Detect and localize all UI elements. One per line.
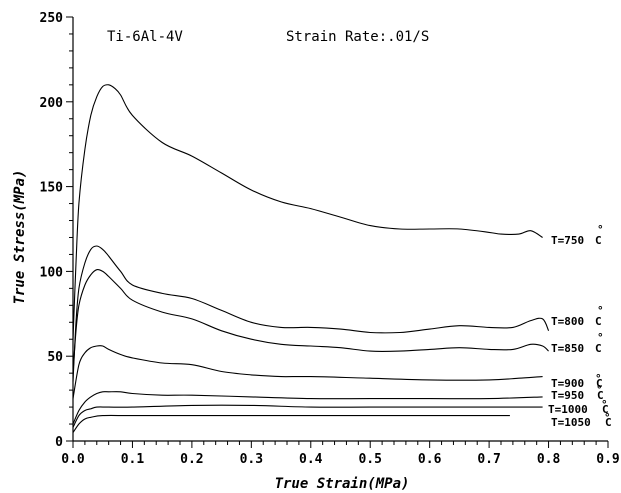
ticks: [66, 16, 609, 448]
series-line-3: [72, 269, 549, 374]
y-tick-label: 0: [55, 435, 63, 450]
y-tick-label: 150: [40, 181, 64, 196]
curve-labels: T=750°CT=800°CT=850°CT=900 °CT=950 °CT=100…: [548, 223, 612, 429]
material-annotation: Ti-6Al-4V: [107, 29, 183, 45]
series-unit-1: C: [595, 234, 602, 247]
x-tick-label: 0.2: [180, 452, 203, 467]
series-label-3: T=850: [551, 342, 584, 355]
series-line-6: [72, 404, 543, 428]
series-unit-5: C: [597, 389, 604, 402]
y-tick-label: 50: [47, 350, 63, 365]
series-unit-7: C: [605, 416, 612, 429]
series-unit-2: C: [595, 315, 602, 328]
series-line-1: [72, 84, 543, 340]
x-tick-label: 0.4: [299, 452, 323, 467]
x-tick-label: 0.8: [537, 452, 561, 467]
y-tick-label: 100: [40, 265, 64, 280]
series-label-6: T=1000: [548, 403, 588, 416]
series-line-5: [72, 391, 543, 425]
x-axis-title: True Strain(MPa): [275, 476, 410, 492]
series-degree-7: °: [604, 411, 611, 424]
series-degree-6: °: [601, 398, 608, 411]
x-tick-label: 0.9: [596, 452, 619, 467]
x-tick-label: 0.1: [121, 452, 145, 467]
series-unit-3: C: [595, 342, 602, 355]
series-degree-5: °: [596, 383, 603, 396]
y-axis-title: True Stress(MPa): [12, 170, 28, 305]
x-tick-label: 0.7: [477, 452, 500, 467]
series-degree-2: °: [597, 304, 604, 317]
series-unit-6: C: [602, 403, 609, 416]
series-label-7: T=1050: [551, 416, 591, 429]
series-label-2: T=800: [551, 315, 584, 328]
series-unit-4: C: [596, 377, 603, 390]
x-tick-label: 0.0: [61, 452, 85, 467]
series-label-4: T=900: [551, 377, 584, 390]
tick-labels: 0.0 0.1 0.2 0.3 0.4 0.5 0.6 0.7 0.8 0.9 0 50 100 150 2…: [40, 11, 620, 467]
series-label-1: T=750: [551, 234, 584, 247]
series-line-2: [72, 245, 550, 382]
y-tick-label: 200: [40, 96, 64, 111]
series-label-5: T=950: [551, 389, 584, 402]
series-degree-1: °: [597, 223, 604, 236]
series-line-7: [72, 414, 510, 433]
strain-rate-annotation: Strain Rate:.01/S: [286, 29, 429, 45]
x-tick-label: 0.6: [418, 452, 442, 467]
curves: [72, 84, 550, 433]
series-degree-4: °: [595, 372, 602, 385]
x-tick-label: 0.5: [358, 452, 381, 467]
y-tick-label: 250: [40, 11, 64, 26]
x-tick-label: 0.3: [240, 452, 263, 467]
series-degree-3: °: [597, 331, 604, 344]
series-line-4: [72, 345, 543, 399]
